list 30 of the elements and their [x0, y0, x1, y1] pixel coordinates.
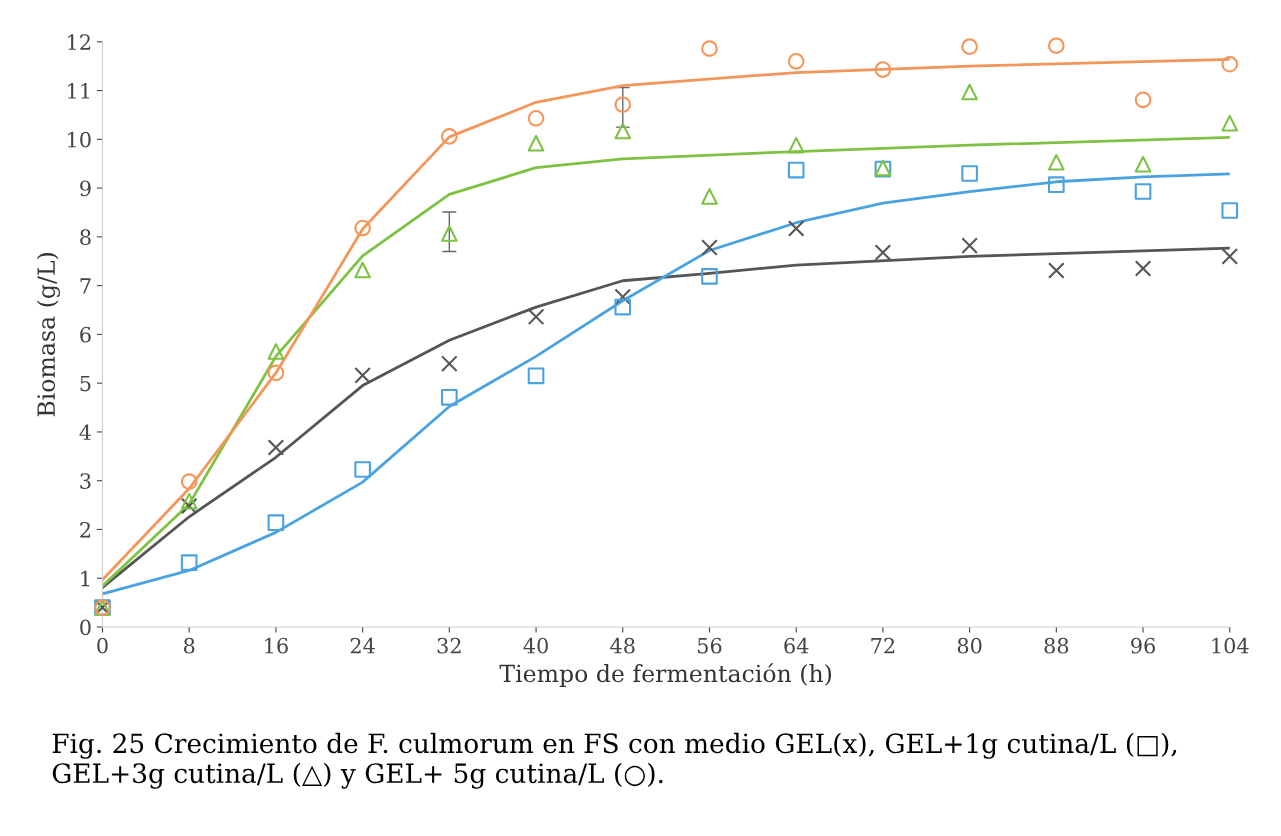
y-tick-label: 11 [68, 83, 90, 99]
caption: Fig. 25 Crecimiento de F. culmorum en FS con medio GEL(x), GEL+1g cutina/L (□), GEL+3g cutina/L (△) y GEL+ 5g cutina/L (○). [52, 732, 1177, 789]
y-axis-title: Biomasa (g/L) [36, 253, 60, 417]
x-tick-label: 80 [957, 637, 982, 654]
x-tick-label: 0 [97, 637, 108, 654]
y-tick-label: 0 [80, 619, 91, 636]
x-tick-label: 16 [265, 637, 288, 654]
x-tick-label: 32 [437, 637, 461, 654]
x-axis-title: Tiempo de fermentación (h) [499, 663, 832, 687]
y-tick-label: 6 [80, 326, 91, 343]
y-tick-label: 3 [80, 473, 91, 489]
x-tick-label: 48 [610, 637, 635, 654]
y-tick-label: 12 [68, 34, 91, 50]
y-tick-label: 4 [79, 424, 92, 440]
y-tick-label: 10 [68, 131, 91, 148]
y-tick-label: 1 [81, 570, 90, 587]
x-tick-label: 8 [183, 637, 195, 654]
y-tick-label: 5 [80, 375, 91, 392]
x-tick-label: 96 [1131, 637, 1155, 654]
y-tick-label: 9 [80, 180, 91, 197]
x-tick-label: 40 [523, 637, 548, 654]
x-tick-label: 88 [1044, 637, 1069, 654]
y-tick-label: 2 [80, 521, 91, 538]
x-tick-label: 56 [697, 637, 722, 654]
y-tick-label: 8 [80, 229, 91, 246]
x-tick-label: 104 [1212, 637, 1249, 654]
x-tick-label: 24 [350, 637, 375, 654]
x-tick-label: 64 [784, 637, 809, 654]
y-tick-label: 7 [80, 278, 91, 294]
x-tick-label: 72 [871, 637, 895, 654]
